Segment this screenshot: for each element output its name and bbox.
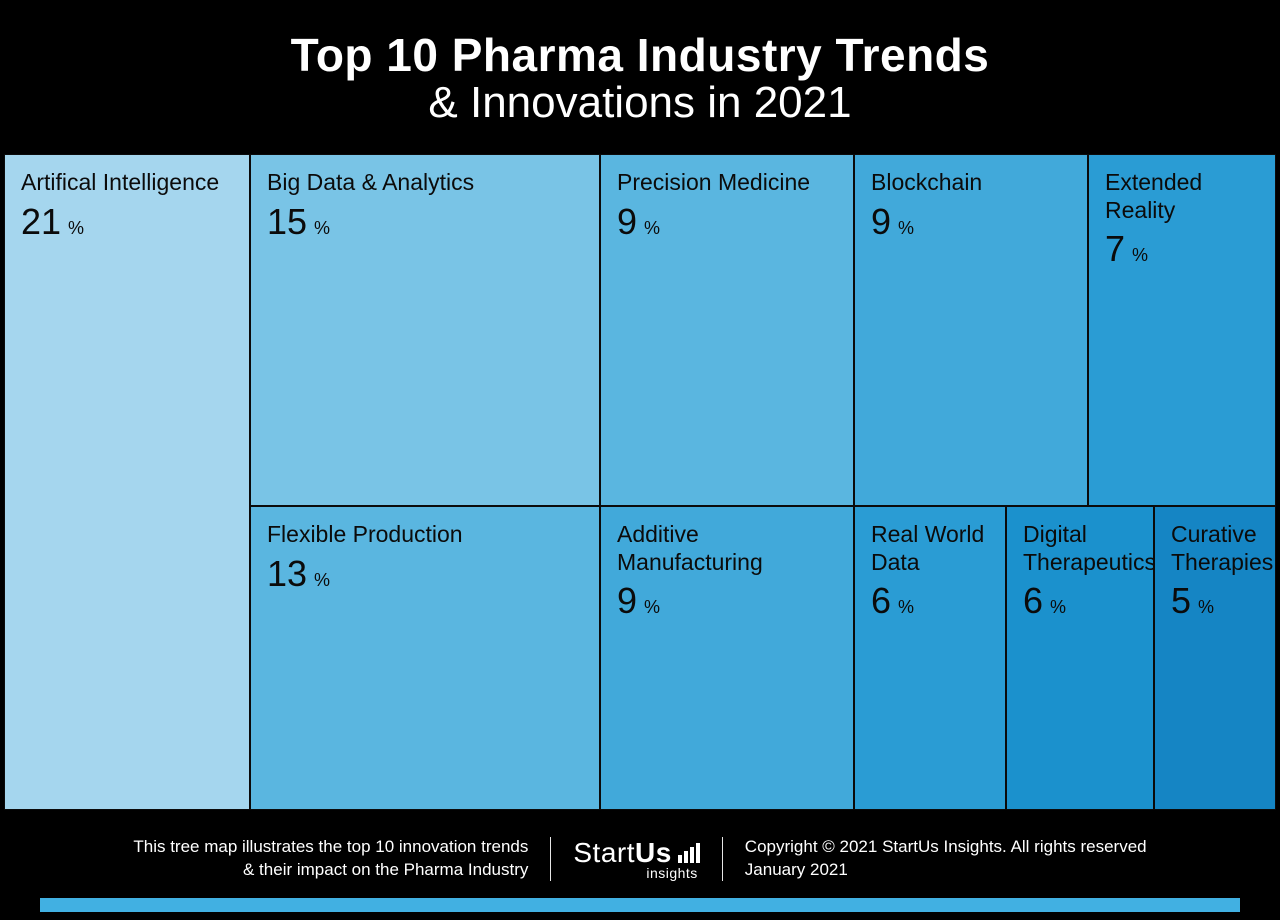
brand-logo: StartUs insights xyxy=(573,837,699,881)
treemap-cell: Precision Medicine 9 % xyxy=(600,154,854,506)
cell-value: 5 % xyxy=(1171,580,1259,622)
treemap-cell: Digital Therapeutics6 % xyxy=(1006,506,1154,810)
footer-caption: This tree map illustrates the top 10 inn… xyxy=(133,836,528,882)
cell-value: 7 % xyxy=(1105,228,1259,270)
treemap-cell: Extended Reality7 % xyxy=(1088,154,1276,506)
cell-value: 9 % xyxy=(617,201,837,243)
bottom-accent-bar xyxy=(40,898,1240,912)
cell-label: Big Data & Analytics xyxy=(267,169,583,197)
cell-label: Precision Medicine xyxy=(617,169,837,197)
divider-icon xyxy=(722,837,723,881)
treemap-chart: Artifical Intelligence 21 % Big Data & Ana… xyxy=(4,154,1276,810)
caption-line-2: & their impact on the Pharma Industry xyxy=(133,859,528,882)
footer-row: This tree map illustrates the top 10 inn… xyxy=(0,820,1280,882)
treemap-cell: Blockchain 9 % xyxy=(854,154,1088,506)
cell-value: 9 % xyxy=(617,580,837,622)
cell-label: Curative Therapies xyxy=(1171,521,1259,576)
title-line-2: & Innovations in 2021 xyxy=(0,78,1280,128)
divider-icon xyxy=(550,837,551,881)
cell-label: Blockchain xyxy=(871,169,1071,197)
cell-value: 13 % xyxy=(267,553,583,595)
cell-value: 21 % xyxy=(21,201,233,243)
treemap-cell: Big Data & Analytics 15 % xyxy=(250,154,600,506)
cell-value: 15 % xyxy=(267,201,583,243)
logo-subtext: insights xyxy=(646,865,697,881)
footer: This tree map illustrates the top 10 inn… xyxy=(0,820,1280,920)
cell-label: Extended Reality xyxy=(1105,169,1259,224)
cell-label: Additive Manufacturing xyxy=(617,521,837,576)
cell-label: Real World Data xyxy=(871,521,989,576)
caption-line-1: This tree map illustrates the top 10 inn… xyxy=(133,836,528,859)
treemap-cell: Artifical Intelligence 21 % xyxy=(4,154,250,810)
copyright-line-1: Copyright © 2021 StartUs Insights. All r… xyxy=(745,836,1147,859)
cell-label: Digital Therapeutics xyxy=(1023,521,1137,576)
copyright-line-2: January 2021 xyxy=(745,859,1147,882)
bars-icon xyxy=(678,843,700,863)
cell-label: Artifical Intelligence xyxy=(21,169,233,197)
footer-copyright: Copyright © 2021 StartUs Insights. All r… xyxy=(745,836,1147,882)
cell-value: 6 % xyxy=(1023,580,1137,622)
cell-value: 6 % xyxy=(871,580,989,622)
cell-value: 9 % xyxy=(871,201,1071,243)
treemap-cell: Additive Manufacturing9 % xyxy=(600,506,854,810)
treemap-cell: Curative Therapies5 % xyxy=(1154,506,1276,810)
treemap-cell: Flexible Production 13 % xyxy=(250,506,600,810)
treemap-cell: Real World Data6 % xyxy=(854,506,1006,810)
title-line-1: Top 10 Pharma Industry Trends xyxy=(0,28,1280,82)
cell-label: Flexible Production xyxy=(267,521,583,549)
header: Top 10 Pharma Industry Trends & Innovati… xyxy=(0,0,1280,154)
